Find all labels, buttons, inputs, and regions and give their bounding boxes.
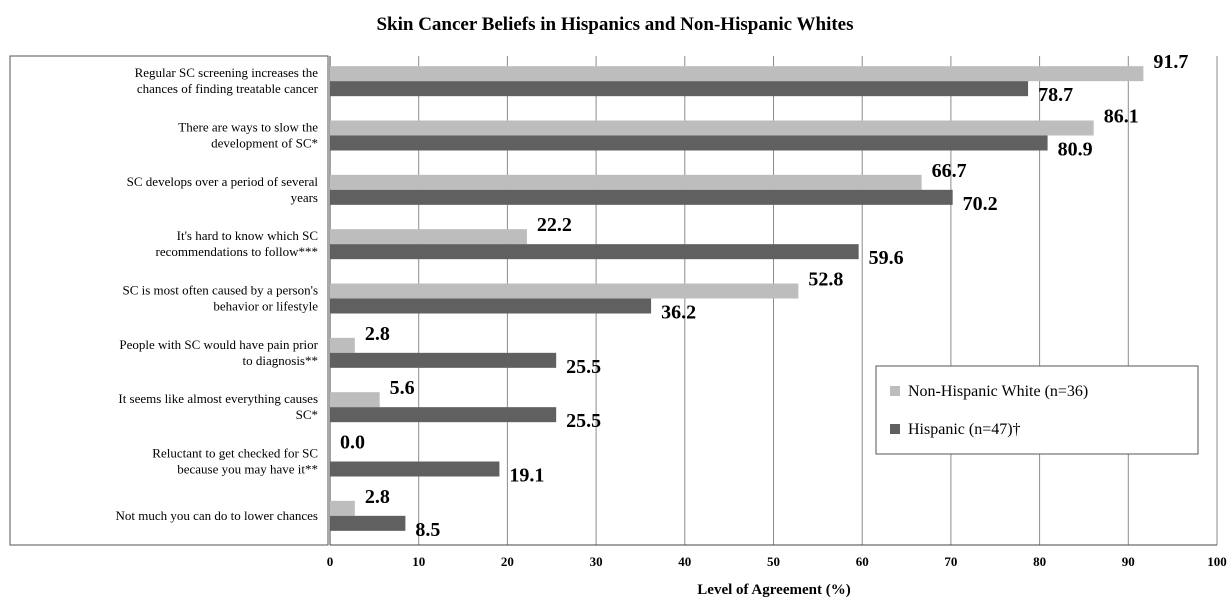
x-tick-label: 100 — [1207, 554, 1227, 569]
bar-non-hispanic-white — [330, 66, 1144, 82]
data-label: 78.7 — [1038, 84, 1073, 106]
category-label: SC is most often caused by a person's beh… — [122, 283, 318, 314]
data-label: 5.6 — [390, 377, 415, 399]
data-label: 86.1 — [1104, 106, 1139, 128]
data-label: 8.5 — [415, 519, 440, 541]
data-label: 52.8 — [808, 269, 843, 291]
bar-non-hispanic-white — [330, 120, 1094, 136]
data-label: 25.5 — [566, 410, 601, 432]
x-tick-label: 20 — [501, 554, 514, 569]
bar-hispanic — [330, 298, 652, 314]
x-tick-label: 40 — [678, 554, 691, 569]
data-label: 19.1 — [509, 465, 544, 487]
bar-hispanic — [330, 352, 557, 368]
legend-entry: Non-Hispanic White (n=36) — [908, 383, 1088, 400]
category-label: Regular SC screening increases the chance… — [135, 65, 319, 96]
category-label: There are ways to slow the development of… — [178, 120, 318, 151]
bar-non-hispanic-white — [330, 500, 355, 516]
x-tick-label: 30 — [590, 554, 603, 569]
legend-swatch — [890, 386, 900, 396]
legend-box — [875, 365, 1199, 455]
category-labels: Regular SC screening increases the chance… — [115, 65, 318, 523]
bar-non-hispanic-white — [330, 174, 922, 190]
data-label: 91.7 — [1153, 51, 1188, 73]
x-tick-labels: 0 10 20 30 40 50 60 70 80 90 100 — [327, 554, 1227, 569]
category-label: It's hard to know which SC recommendation… — [156, 228, 318, 259]
bar-hispanic — [330, 189, 953, 205]
x-tick-label: 10 — [412, 554, 425, 569]
legend-entry: Hispanic (n=47)† — [908, 421, 1021, 438]
legend-swatch — [890, 424, 900, 434]
bar-hispanic — [330, 135, 1048, 151]
data-label: 70.2 — [963, 193, 998, 215]
x-axis-title: Level of Agreement (%) — [697, 582, 850, 597]
x-tick-label: 50 — [767, 554, 780, 569]
x-tick-label: 80 — [1033, 554, 1046, 569]
category-label: SC develops over a period of several year… — [127, 174, 319, 205]
data-labels: 91.7 78.7 86.1 80.9 66.7 70.2 22.2 59.6 52.8 36.2… — [340, 51, 1188, 541]
chart-title: Skin Cancer Beliefs in Hispanics and Non… — [376, 14, 854, 35]
bars — [330, 66, 1144, 531]
category-label: Not much you can do to lower chances — [115, 508, 318, 523]
data-label: 66.7 — [932, 160, 967, 182]
x-tick-label: 70 — [944, 554, 957, 569]
bar-non-hispanic-white — [330, 392, 380, 408]
data-label: 59.6 — [869, 247, 904, 269]
data-label: 22.2 — [537, 214, 572, 236]
data-label: 80.9 — [1058, 139, 1093, 161]
data-label: 0.0 — [340, 432, 365, 454]
bar-hispanic — [330, 515, 406, 531]
x-tick-label: 90 — [1122, 554, 1135, 569]
bar-non-hispanic-white — [330, 283, 799, 299]
bar-hispanic — [330, 244, 859, 260]
bar-hispanic — [330, 461, 500, 477]
category-label-box — [9, 55, 329, 546]
data-label: 2.8 — [365, 486, 390, 508]
bar-hispanic — [330, 407, 557, 423]
data-label: 25.5 — [566, 356, 601, 378]
category-label: People with SC would have pain prior to d… — [119, 337, 318, 368]
x-tick-label: 60 — [856, 554, 869, 569]
bar-non-hispanic-white — [330, 229, 527, 245]
legend: Non-Hispanic White (n=36) Hispanic (n=47)… — [875, 365, 1199, 455]
bar-non-hispanic-white — [330, 337, 355, 353]
bar-hispanic — [330, 81, 1029, 97]
data-label: 36.2 — [661, 302, 696, 324]
category-label: Reluctant to get checked for SC because y… — [152, 446, 318, 477]
data-label: 2.8 — [365, 323, 390, 345]
x-tick-label: 0 — [327, 554, 334, 569]
category-label: It seems like almost everything causes SC… — [118, 391, 318, 422]
